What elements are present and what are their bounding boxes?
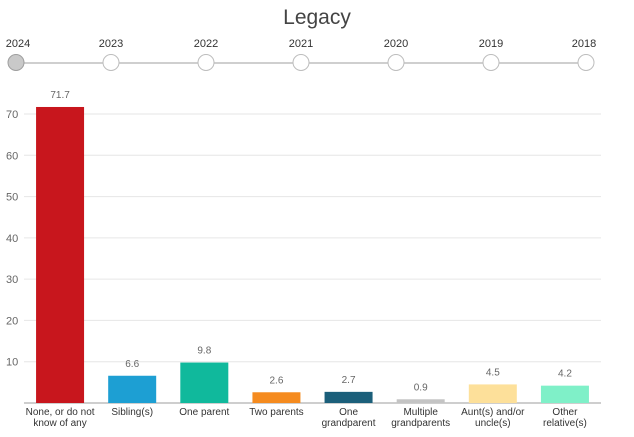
bar	[36, 106, 85, 403]
bar	[252, 392, 301, 403]
category-label: Two parents	[249, 407, 303, 418]
bar	[324, 391, 373, 403]
timeline-year-label-2020[interactable]: 2020	[383, 38, 409, 50]
timeline-year-label-2018[interactable]: 2018	[571, 38, 597, 50]
category-label: relative(s)	[543, 418, 587, 429]
timeline-dot-2024[interactable]	[7, 54, 25, 71]
y-tick-label: 50	[6, 192, 18, 204]
timeline-dot-2019[interactable]	[482, 54, 500, 71]
timeline-dot-2018[interactable]	[577, 54, 595, 71]
timeline-year-label-2023[interactable]: 2023	[98, 38, 124, 50]
data-label: 0.9	[414, 382, 428, 393]
timeline-dot-2023[interactable]	[102, 54, 120, 71]
timeline-dot-2020[interactable]	[387, 54, 405, 71]
bar	[396, 399, 445, 403]
data-label: 71.7	[50, 90, 70, 101]
timeline-year-label-2024[interactable]: 2024	[5, 38, 31, 50]
bar	[108, 375, 157, 403]
bar	[540, 385, 589, 403]
year-timeline: 2024 2023 2022 2021 2020 2019 2018	[0, 0, 634, 80]
category-label: uncle(s)	[475, 418, 511, 429]
timeline-year-label-2021[interactable]: 2021	[288, 38, 314, 50]
timeline-dot-2022[interactable]	[197, 54, 215, 71]
category-label: grandparent	[322, 418, 376, 429]
bar	[180, 362, 229, 403]
y-tick-label: 10	[6, 357, 18, 369]
y-tick-label: 70	[6, 109, 18, 121]
y-tick-label: 20	[6, 315, 18, 327]
category-label: Multiple	[403, 407, 438, 418]
data-label: 4.2	[558, 369, 572, 380]
data-label: 4.5	[486, 367, 500, 378]
category-label: Aunt(s) and/or	[461, 407, 525, 418]
category-label: None, or do not	[26, 407, 95, 418]
bar	[468, 384, 517, 403]
chart-title: Legacy	[283, 6, 351, 29]
timeline-year-label-2019[interactable]: 2019	[478, 38, 504, 50]
category-label: Other	[552, 407, 578, 418]
category-label: know of any	[33, 418, 86, 429]
category-label: grandparents	[391, 418, 450, 429]
data-label: 6.6	[125, 359, 139, 370]
category-label: One parent	[179, 407, 229, 418]
y-tick-label: 60	[6, 150, 18, 162]
timeline-dot-2021[interactable]	[292, 54, 310, 71]
y-tick-label: 40	[6, 233, 18, 245]
category-label: Sibling(s)	[111, 407, 153, 418]
timeline-year-label-2022[interactable]: 2022	[193, 38, 219, 50]
y-tick-label: 30	[6, 274, 18, 286]
data-label: 2.6	[269, 375, 283, 386]
data-label: 2.7	[342, 375, 356, 386]
category-label: One	[339, 407, 358, 418]
data-label: 9.8	[197, 346, 211, 357]
